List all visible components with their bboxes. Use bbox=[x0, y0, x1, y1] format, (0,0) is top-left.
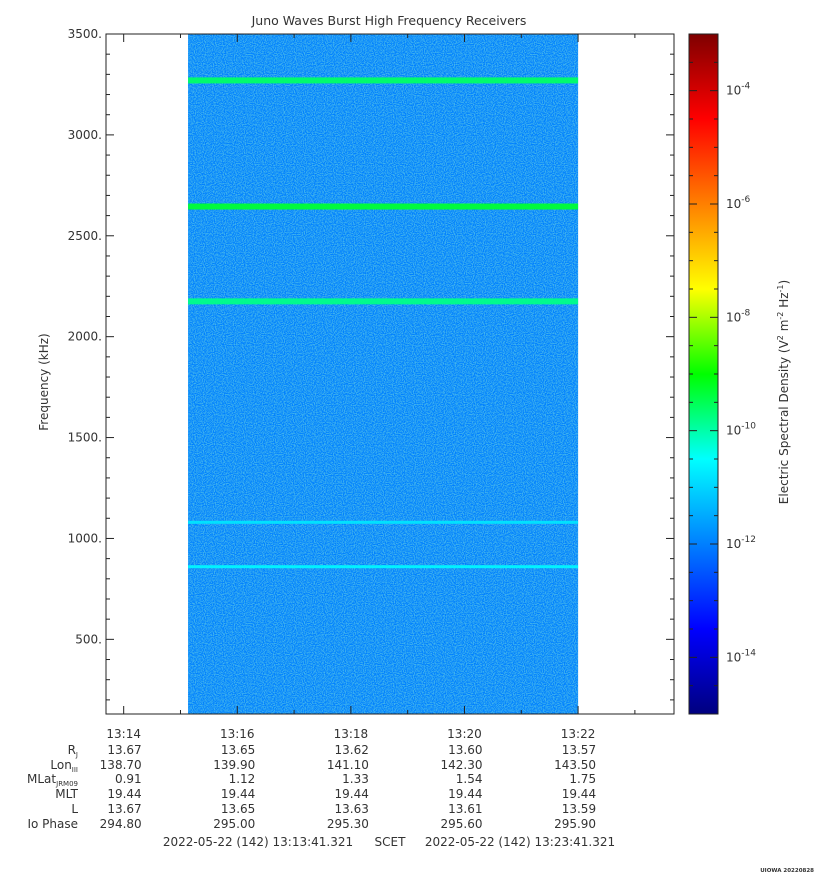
x-tick-label: 13:22 bbox=[561, 727, 596, 741]
ephemeris-cell: 19.44 bbox=[448, 787, 482, 801]
y-tick-label: 3000. bbox=[68, 128, 102, 142]
ephemeris-cell: 13.60 bbox=[448, 743, 482, 757]
ephemeris-cell: 0.91 bbox=[115, 772, 142, 786]
colorbar-label: Electric Spectral Density (V2 m-2 Hz-1) bbox=[776, 280, 791, 504]
x-tick-label: 13:18 bbox=[334, 727, 369, 741]
ephemeris-row-label: MLatJRM09 bbox=[27, 772, 78, 788]
ephemeris-cell: 1.54 bbox=[456, 772, 483, 786]
ephemeris-row-label: Io Phase bbox=[27, 817, 78, 831]
x-axis: 13:14 13:16 13:18 13:20 13:22 bbox=[106, 34, 636, 741]
colorbar-tick-label: 10-6 bbox=[726, 195, 751, 211]
ephemeris-cell: 13.61 bbox=[448, 802, 482, 816]
ephemeris-cell: 295.00 bbox=[213, 817, 255, 831]
ephemeris-cell: 295.90 bbox=[554, 817, 596, 831]
ephemeris-cell: 1.75 bbox=[569, 772, 596, 786]
y-tick-label: 2500. bbox=[68, 229, 102, 243]
ephemeris-cell: 295.30 bbox=[327, 817, 369, 831]
emission-line-2 bbox=[188, 298, 579, 305]
colorbar-tick-label: 10-14 bbox=[726, 648, 756, 664]
ephemeris-cell: 13.63 bbox=[335, 802, 369, 816]
ephemeris-row-label: LonIII bbox=[50, 758, 78, 774]
ephemeris-cell: 19.44 bbox=[221, 787, 255, 801]
x-tick-label: 13:20 bbox=[447, 727, 482, 741]
y-tick-label: 2000. bbox=[68, 330, 102, 344]
ephemeris-cell: 13.59 bbox=[562, 802, 596, 816]
y-tick-label: 1500. bbox=[68, 431, 102, 445]
emission-line-4 bbox=[188, 565, 579, 569]
emission-line-0 bbox=[188, 77, 579, 84]
colorbar-tick-label: 10-4 bbox=[726, 82, 751, 98]
ephemeris-cell: 143.50 bbox=[554, 758, 596, 772]
spectrogram-noise-texture bbox=[188, 34, 579, 714]
ephemeris-cell: 13.65 bbox=[221, 802, 255, 816]
ephemeris-cell: 295.60 bbox=[440, 817, 482, 831]
colorbar-tick-label: 10-10 bbox=[726, 422, 756, 438]
ephemeris-cell: 1.33 bbox=[342, 772, 369, 786]
y-tick-label: 3500. bbox=[68, 27, 102, 41]
ephemeris-cell: 294.80 bbox=[100, 817, 142, 831]
x-tick-label: 13:16 bbox=[220, 727, 255, 741]
colorbar-tick-label: 10-12 bbox=[726, 535, 756, 551]
ephemeris-cell: 13.57 bbox=[562, 743, 596, 757]
plot-area bbox=[105, 33, 675, 715]
y-tick-label: 1000. bbox=[68, 531, 102, 545]
uiowa-stamp: UIOWA 20220828 bbox=[760, 868, 814, 874]
ephemeris-cell: 142.30 bbox=[440, 758, 482, 772]
ephemeris-cell: 13.67 bbox=[107, 743, 141, 757]
x-tick-label: 13:14 bbox=[106, 727, 141, 741]
ephemeris-cell: 1.12 bbox=[229, 772, 256, 786]
y-axis: 500. 1000. 1500. 2000. 2500. 3000. 3500. bbox=[68, 27, 674, 701]
svg-text:Electric Spectral Density (V2: Electric Spectral Density (V2 m-2 Hz-1) bbox=[776, 280, 791, 504]
footer-start-time: 2022-05-22 (142) 13:13:41.321 bbox=[163, 835, 353, 849]
ephemeris-row-label: L bbox=[71, 802, 78, 816]
y-tick-label: 500. bbox=[75, 632, 102, 646]
colorbar: 10-4 10-6 10-8 10-10 10-12 10-14 bbox=[688, 33, 756, 715]
ephemeris-cell: 139.90 bbox=[213, 758, 255, 772]
ephemeris-row-label: MLT bbox=[55, 787, 78, 801]
ephemeris-cell: 13.62 bbox=[335, 743, 369, 757]
ephemeris-cell: 13.67 bbox=[107, 802, 141, 816]
ephemeris-cell: 19.44 bbox=[107, 787, 141, 801]
emission-line-3 bbox=[188, 520, 579, 524]
ephemeris-cell: 138.70 bbox=[100, 758, 142, 772]
ephemeris-cell: 19.44 bbox=[562, 787, 596, 801]
footer-end-time: 2022-05-22 (142) 13:23:41.321 bbox=[425, 835, 615, 849]
emission-line-1 bbox=[188, 203, 579, 210]
y-axis-label: Frequency (kHz) bbox=[37, 333, 51, 430]
colorbar-tick-label: 10-8 bbox=[726, 308, 751, 324]
ephemeris-cell: 19.44 bbox=[335, 787, 369, 801]
ephemeris-cell: 13.65 bbox=[221, 743, 255, 757]
footer-scet: SCET bbox=[375, 835, 407, 849]
ephemeris-row-label: RJ bbox=[68, 743, 78, 759]
ephemeris-cell: 141.10 bbox=[327, 758, 369, 772]
chart-title: Juno Waves Burst High Frequency Receiver… bbox=[251, 13, 527, 28]
